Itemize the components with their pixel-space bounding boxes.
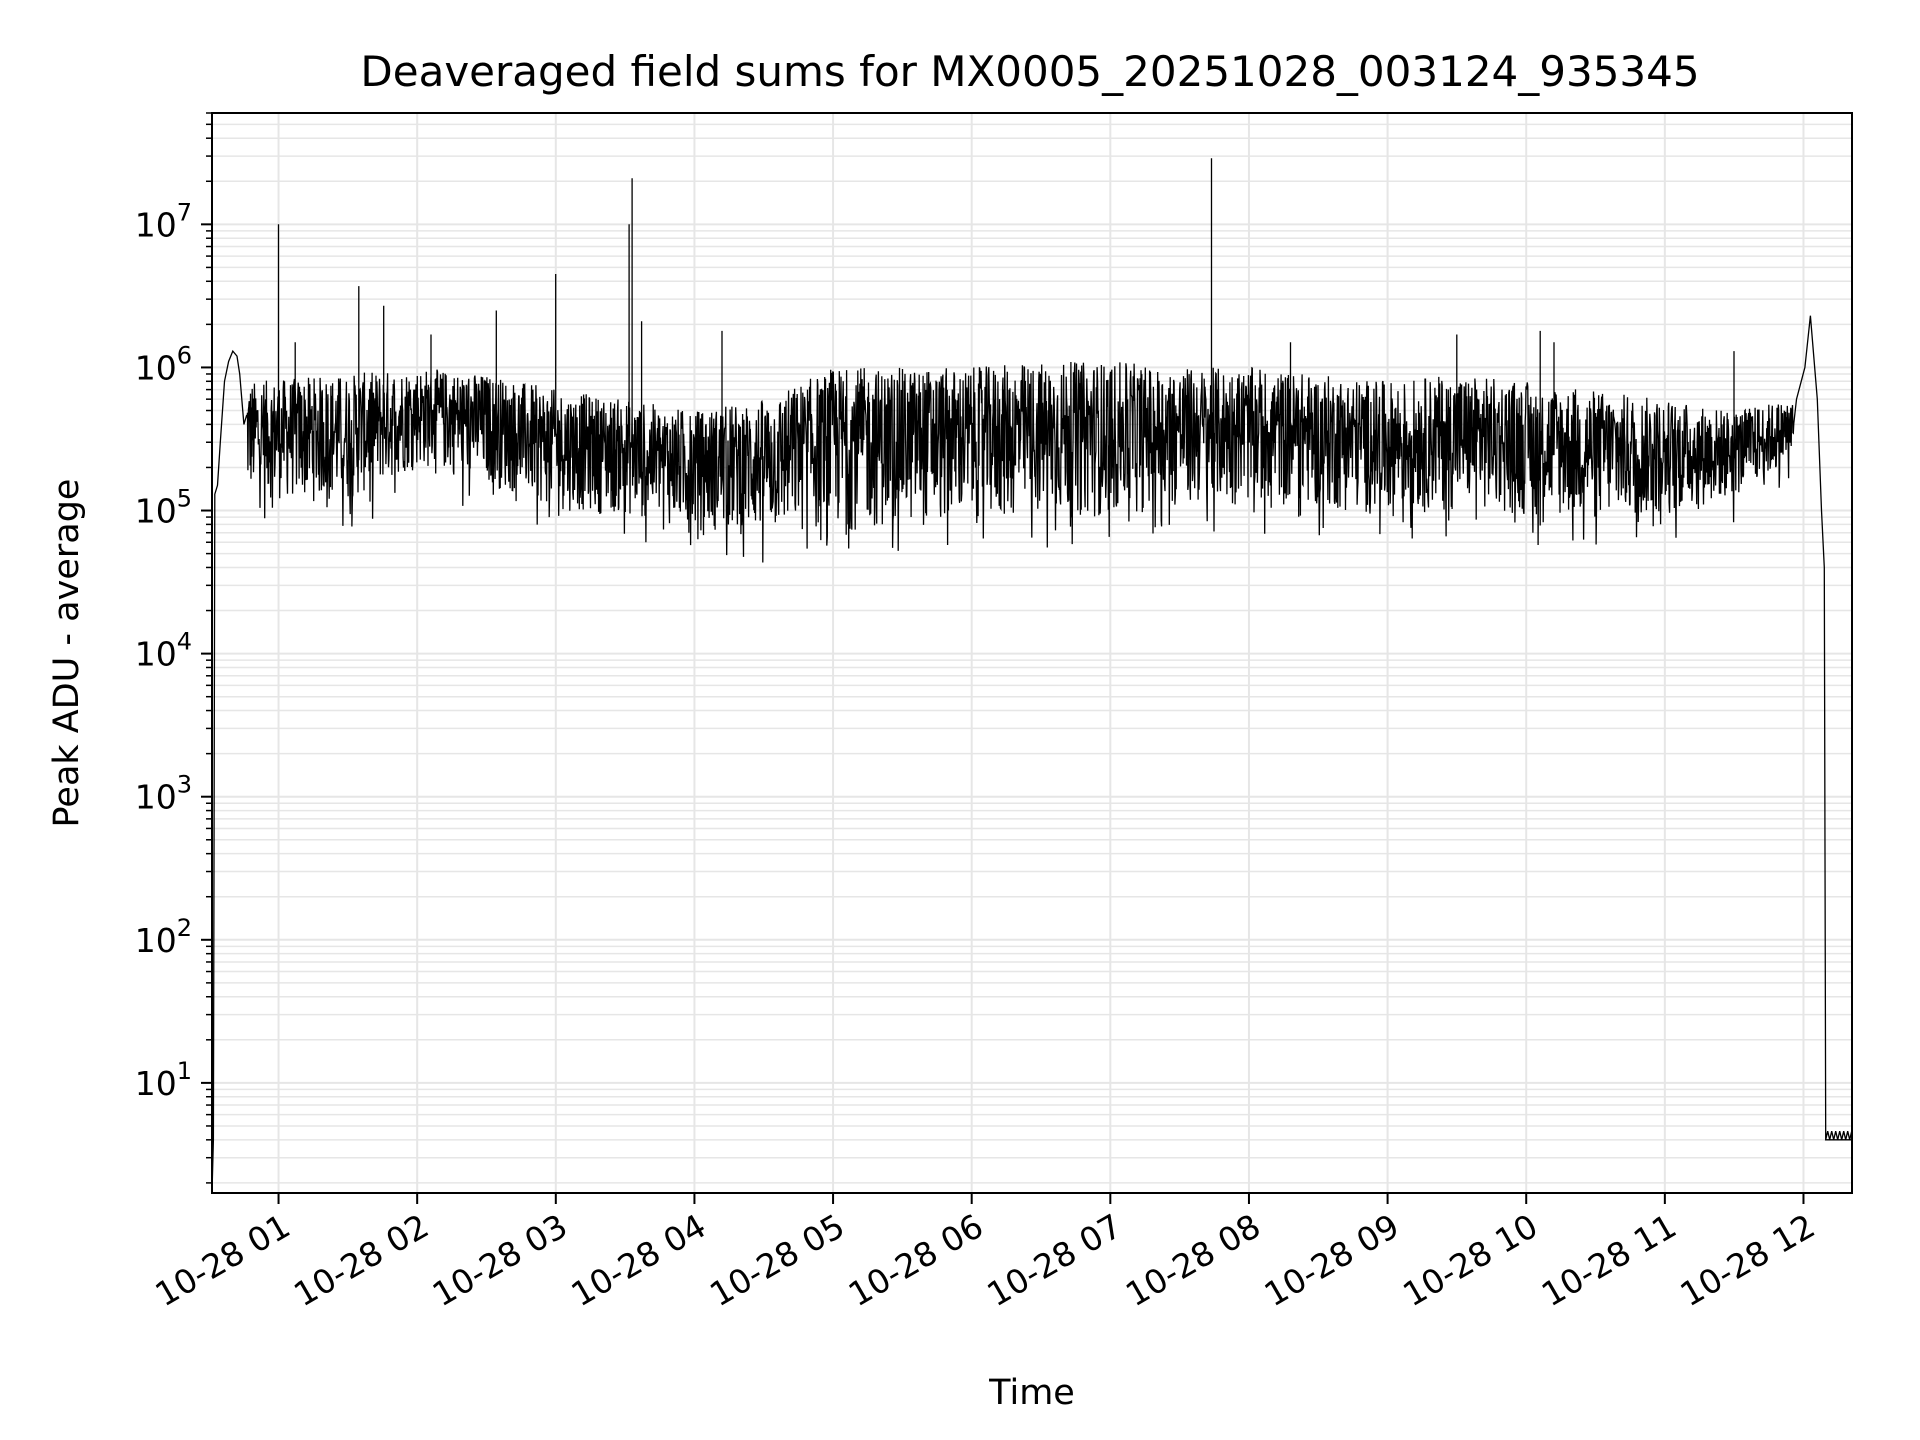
x-tick-label: 10-28 03 bbox=[426, 1206, 574, 1314]
x-tick-label: 10-28 04 bbox=[564, 1206, 712, 1314]
y-tick-label: 103 bbox=[135, 771, 192, 817]
x-tick-label: 10-28 08 bbox=[1119, 1206, 1267, 1314]
x-tick-label: 10-28 09 bbox=[1258, 1206, 1406, 1314]
x-tick-label: 10-28 05 bbox=[703, 1206, 851, 1314]
x-tick-label: 10-28 10 bbox=[1396, 1206, 1544, 1314]
x-tick-label: 10-28 07 bbox=[980, 1206, 1128, 1314]
y-tick-label: 105 bbox=[135, 485, 192, 531]
y-tick-label: 106 bbox=[135, 341, 192, 387]
major-gridlines bbox=[212, 113, 1852, 1193]
x-axis-label: Time bbox=[988, 1373, 1075, 1413]
y-axis-label: Peak ADU - average bbox=[47, 479, 87, 828]
chart-title: Deaveraged field sums for MX0005_2025102… bbox=[360, 47, 1699, 96]
y-tick-label: 107 bbox=[135, 198, 192, 244]
series-line bbox=[211, 158, 1853, 1194]
y-tick-label: 104 bbox=[135, 628, 192, 674]
x-tick-label: 10-28 01 bbox=[149, 1206, 297, 1314]
x-tick-label: 10-28 11 bbox=[1535, 1206, 1683, 1314]
x-tick-label: 10-28 06 bbox=[842, 1206, 990, 1314]
x-tick-label: 10-28 12 bbox=[1673, 1206, 1821, 1314]
y-axis: 101 102 103 104 105 106 107 bbox=[135, 112, 212, 1184]
y-tick-label: 101 bbox=[135, 1057, 192, 1103]
x-tick-label: 10-28 02 bbox=[287, 1206, 435, 1314]
y-tick-label: 102 bbox=[135, 914, 192, 960]
series-group bbox=[211, 158, 1853, 1194]
minor-gridlines bbox=[212, 112, 1852, 1184]
